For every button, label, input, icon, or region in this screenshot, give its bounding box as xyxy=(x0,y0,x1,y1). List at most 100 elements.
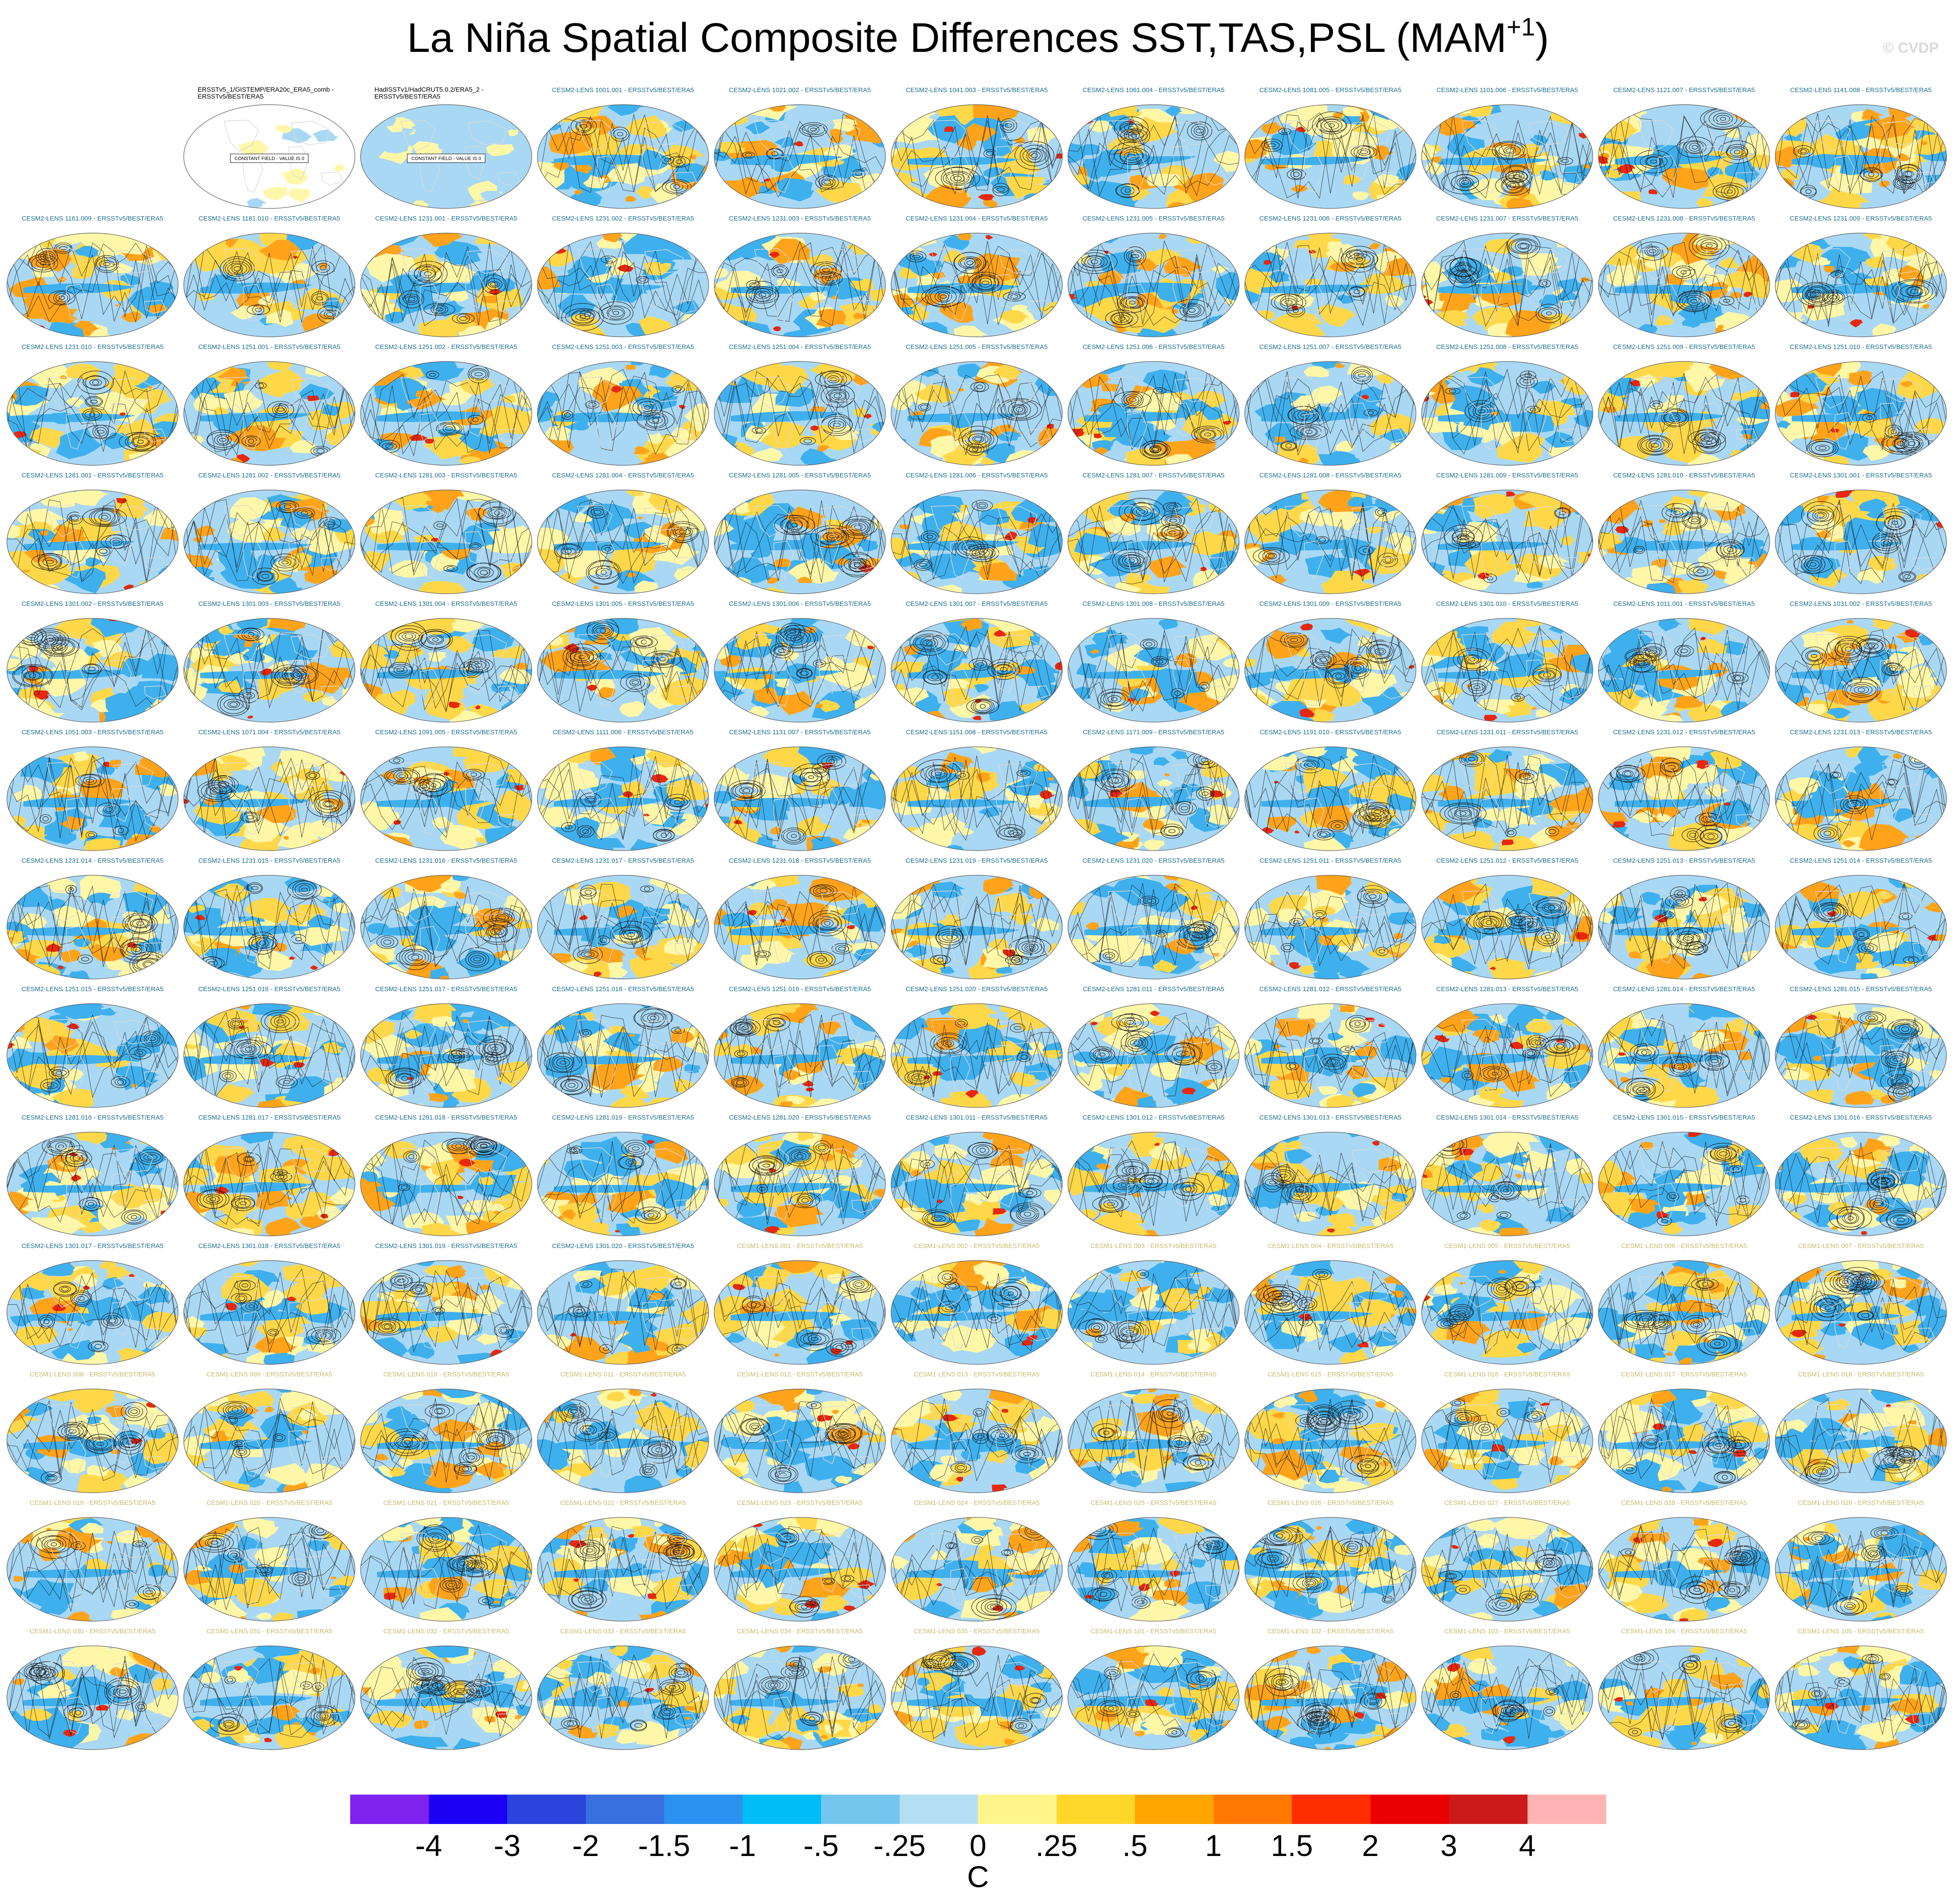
panel-label: CESM2-LENS 1251.014 - ERSSTv5/BEST/ERA5 xyxy=(1790,857,1932,864)
globe-map xyxy=(1598,1003,1770,1108)
map-panel: CESM2-LENS 1071.004 - ERSSTv5/BEST/ERA5 xyxy=(180,729,358,854)
panel-label: CESM1-LENS 014 - ERSSTv5/BEST/ERA5 xyxy=(1090,1371,1217,1378)
globe-map xyxy=(714,618,886,723)
globe-map xyxy=(183,233,355,337)
globe-map xyxy=(537,1132,709,1236)
map-panel: CESM2-LENS 1301.005 - ERSSTv5/BEST/ERA5 xyxy=(534,600,712,726)
panel-label: CESM2-LENS 1071.004 - ERSSTv5/BEST/ERA5 xyxy=(198,729,341,736)
map-panel: CESM2-LENS 1281.003 - ERSSTv5/BEST/ERA5 xyxy=(357,472,535,597)
globe-map xyxy=(1244,875,1416,979)
map-panel: CESM1-LENS 004 - ERSSTv5/BEST/ERA5 xyxy=(1241,1242,1419,1368)
globe-map xyxy=(537,104,709,209)
colorbar-tick-label: 4 xyxy=(1519,1829,1536,1862)
panel-label: CESM2-LENS 1301.003 - ERSSTv5/BEST/ERA5 xyxy=(198,600,341,608)
colorbar xyxy=(350,1795,1606,1824)
constant-field-note: CONSTANT FIELD - VALUE IS 0 xyxy=(411,156,481,161)
map-panel: CESM1-LENS 001 - ERSSTv5/BEST/ERA5 xyxy=(711,1242,889,1368)
panel-label: CESM2-LENS 1231.011 - ERSSTv5/BEST/ERA5 xyxy=(1436,729,1578,736)
globe-map xyxy=(6,361,179,466)
panel-label: CESM2-LENS 1301.006 - ERSSTv5/BEST/ERA5 xyxy=(729,600,871,608)
map-panel: CESM2-LENS 1251.012 - ERSSTv5/BEST/ERA5 xyxy=(1418,857,1596,982)
panel-label: CESM1-LENS 031 - ERSSTv5/BEST/ERA5 xyxy=(206,1628,332,1635)
map-panel: CESM2-LENS 1301.020 - ERSSTv5/BEST/ERA5 xyxy=(534,1242,712,1368)
panel-label: CESM2-LENS 1251.003 - ERSSTv5/BEST/ERA5 xyxy=(552,343,694,351)
globe-map xyxy=(1775,104,1947,209)
map-panel: CESM2-LENS 1231.012 - ERSSTv5/BEST/ERA5 xyxy=(1595,729,1773,854)
panel-label: CESM2-LENS 1011.001 - ERSSTv5/BEST/ERA5 xyxy=(1613,600,1755,608)
map-panel: CESM1-LENS 022 - ERSSTv5/BEST/ERA5 xyxy=(534,1499,712,1625)
panel-label: CESM2-LENS 1231.008 - ERSSTv5/BEST/ERA5 xyxy=(1613,215,1755,222)
panel-label: CESM1-LENS 104 - ERSSTv5/BEST/ERA5 xyxy=(1621,1628,1747,1635)
globe-map xyxy=(1244,618,1416,723)
map-panel: CESM2-LENS 1301.001 - ERSSTv5/BEST/ERA5 xyxy=(1772,472,1950,597)
map-panel: CESM2-LENS 1231.003 - ERSSTv5/BEST/ERA5 xyxy=(711,215,889,340)
globe-map xyxy=(1775,1132,1947,1236)
globe-map xyxy=(1598,875,1770,979)
map-panel: CESM2-LENS 1251.011 - ERSSTv5/BEST/ERA5 xyxy=(1241,857,1419,982)
globe-map xyxy=(1598,1260,1770,1365)
map-panel: CESM1-LENS 031 - ERSSTv5/BEST/ERA5 xyxy=(180,1628,358,1753)
globe-map xyxy=(1598,1517,1770,1622)
map-panel: CESM2-LENS 1281.004 - ERSSTv5/BEST/ERA5 xyxy=(534,472,712,597)
panel-label: CESM1-LENS 013 - ERSSTv5/BEST/ERA5 xyxy=(914,1371,1040,1378)
globe-map xyxy=(891,1645,1063,1750)
map-panel: CESM2-LENS 1091.005 - ERSSTv5/BEST/ERA5 xyxy=(357,729,535,854)
map-panel: CESM2-LENS 1031.002 - ERSSTv5/BEST/ERA5 xyxy=(1772,600,1950,726)
globe-map xyxy=(1775,1645,1947,1750)
globe-map xyxy=(1775,233,1947,337)
globe-map xyxy=(183,1517,355,1622)
map-panel: CESM2-LENS 1231.020 - ERSSTv5/BEST/ERA5 xyxy=(1064,857,1243,982)
globe-map xyxy=(6,1260,179,1365)
panel-label: CESM1-LENS 021 - ERSSTv5/BEST/ERA5 xyxy=(383,1499,509,1507)
panel-label: CESM2-LENS 1301.001 - ERSSTv5/BEST/ERA5 xyxy=(1790,472,1932,479)
globe-map xyxy=(1598,1132,1770,1236)
panel-label: CESM2-LENS 1251.007 - ERSSTv5/BEST/ERA5 xyxy=(1259,343,1402,351)
panel-label: CESM2-LENS 1231.020 - ERSSTv5/BEST/ERA5 xyxy=(1082,857,1225,864)
globe-map xyxy=(1598,104,1770,209)
map-panel: CESM1-LENS 025 - ERSSTv5/BEST/ERA5 xyxy=(1064,1499,1243,1625)
panel-label: CESM1-LENS 011 - ERSSTv5/BEST/ERA5 xyxy=(560,1371,686,1378)
colorbar-tick-label: -1 xyxy=(729,1829,756,1862)
map-panel: HadISSTv1/HadCRUT5.0.2/ERA5_2 - ERSSTv5/… xyxy=(357,86,535,212)
map-panel: CESM2-LENS 1281.009 - ERSSTv5/BEST/ERA5 xyxy=(1418,472,1596,597)
globe-map xyxy=(714,1132,886,1236)
map-panel: CESM2-LENS 1281.013 - ERSSTv5/BEST/ERA5 xyxy=(1418,986,1596,1111)
panel-label: CESM2-LENS 1191.010 - ERSSTv5/BEST/ERA5 xyxy=(1259,729,1401,736)
panel-label: CESM2-LENS 1251.018 - ERSSTv5/BEST/ERA5 xyxy=(552,986,694,993)
globe-map xyxy=(891,1517,1063,1622)
globe-map xyxy=(714,104,886,209)
panel-label: CESM2-LENS 1231.001 - ERSSTv5/BEST/ERA5 xyxy=(375,215,518,222)
globe-map xyxy=(537,1517,709,1622)
globe-map xyxy=(891,875,1063,979)
map-panel: CESM1-LENS 023 - ERSSTv5/BEST/ERA5 xyxy=(711,1499,889,1625)
map-panel: CESM2-LENS 1231.011 - ERSSTv5/BEST/ERA5 xyxy=(1418,729,1596,854)
panel-label: CESM2-LENS 1231.015 - ERSSTv5/BEST/ERA5 xyxy=(198,857,341,864)
globe-map xyxy=(1421,1260,1593,1365)
globe-map xyxy=(6,1517,179,1622)
panel-label: CESM2-LENS 1281.019 - ERSSTv5/BEST/ERA5 xyxy=(552,1114,694,1121)
panel-label: CESM2-LENS 1281.010 - ERSSTv5/BEST/ERA5 xyxy=(1613,472,1755,479)
map-panel: CESM1-LENS 017 - ERSSTv5/BEST/ERA5 xyxy=(1595,1371,1773,1496)
map-panel: CESM2-LENS 1231.017 - ERSSTv5/BEST/ERA5 xyxy=(534,857,712,982)
globe-map xyxy=(537,490,709,594)
panel-label: CESM1-LENS 024 - ERSSTv5/BEST/ERA5 xyxy=(914,1499,1040,1507)
globe-map xyxy=(537,618,709,723)
map-panel: CESM2-LENS 1231.008 - ERSSTv5/BEST/ERA5 xyxy=(1595,215,1773,340)
globe-map xyxy=(714,233,886,337)
map-panel: CESM1-LENS 016 - ERSSTv5/BEST/ERA5 xyxy=(1418,1371,1596,1496)
panel-label: CESM2-LENS 1251.015 - ERSSTv5/BEST/ERA5 xyxy=(21,986,164,993)
panel-label: CESM2-LENS 1251.002 - ERSSTv5/BEST/ERA5 xyxy=(375,343,518,351)
panel-label: CESM2-LENS 1251.016 - ERSSTv5/BEST/ERA5 xyxy=(198,986,341,993)
map-panel: CESM2-LENS 1301.019 - ERSSTv5/BEST/ERA5 xyxy=(357,1242,535,1368)
panel-label: CESM1-LENS 003 - ERSSTv5/BEST/ERA5 xyxy=(1090,1242,1217,1250)
panel-label: CESM1-LENS 103 - ERSSTv5/BEST/ERA5 xyxy=(1444,1628,1570,1635)
globe-map xyxy=(183,1389,355,1493)
title-close-paren: ) xyxy=(1535,15,1549,61)
globe-map xyxy=(183,490,355,594)
map-panel: CESM2-LENS 1231.018 - ERSSTv5/BEST/ERA5 xyxy=(711,857,889,982)
map-panel: CESM1-LENS 018 - ERSSTv5/BEST/ERA5 xyxy=(1772,1371,1950,1496)
panel-label: CESM2-LENS 1301.020 - ERSSTv5/BEST/ERA5 xyxy=(552,1242,694,1250)
globe-map xyxy=(1775,1003,1947,1108)
map-panel: CESM2-LENS 1281.012 - ERSSTv5/BEST/ERA5 xyxy=(1241,986,1419,1111)
globe-map xyxy=(891,1389,1063,1493)
